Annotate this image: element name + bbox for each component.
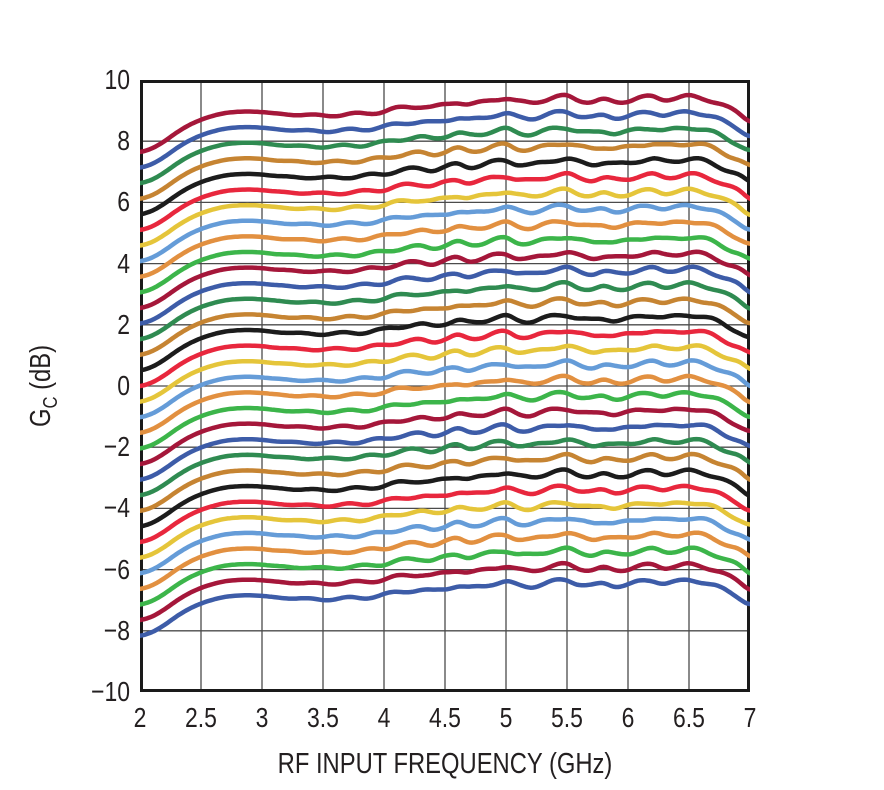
gain-curve — [140, 92, 750, 155]
y-tick-label: −10 — [91, 676, 130, 707]
y-tick-label: 8 — [117, 125, 130, 157]
y-axis-title-unit: (dB) — [25, 344, 58, 390]
y-tick-label: 4 — [117, 247, 130, 279]
gain-curve — [140, 451, 750, 514]
gain-curve — [140, 530, 750, 592]
gain-curve — [140, 577, 750, 638]
y-tick-label: 2 — [117, 308, 130, 340]
y-tick-label: 6 — [117, 186, 130, 218]
gain-curve — [140, 234, 750, 295]
x-tick-label: 3.5 — [307, 702, 339, 733]
gain-curve — [140, 249, 750, 311]
gain-curve — [140, 328, 750, 389]
y-tick-label: −4 — [103, 492, 130, 524]
x-tick-label: 3 — [255, 702, 269, 733]
gain-curve — [140, 422, 750, 482]
x-tick-label: 5.5 — [551, 702, 583, 733]
gain-curve — [140, 358, 750, 420]
gain-curve — [140, 483, 750, 545]
gain-curve — [140, 515, 750, 576]
y-axis-title-subscript: C — [39, 396, 62, 409]
gain-curve — [140, 108, 750, 170]
gain-curve — [140, 264, 750, 326]
gain-curve — [140, 186, 750, 248]
x-tick-label: 2.5 — [185, 702, 217, 733]
x-tick-label: 5 — [499, 702, 513, 733]
gain-curve — [140, 389, 750, 451]
gain-curve — [140, 312, 750, 373]
gain-curves-plot — [140, 80, 750, 692]
gain-curve — [140, 343, 750, 404]
x-tick-label: 2 — [133, 702, 147, 733]
gain-curve — [140, 202, 750, 264]
x-tick-label: 6.5 — [673, 702, 705, 733]
x-tick-label: 4 — [377, 702, 391, 733]
x-tick-label: 4.5 — [429, 702, 461, 733]
gain-curve — [140, 125, 750, 186]
x-axis-title: RF INPUT FREQUENCY (GHz) — [277, 748, 613, 780]
gain-curve — [140, 279, 750, 342]
y-axis-title-symbol: G — [25, 408, 58, 428]
gain-curve — [140, 406, 750, 467]
gain-curve — [140, 545, 750, 607]
x-tick-label: 6 — [621, 702, 635, 733]
gain-curve — [140, 500, 750, 560]
y-tick-label: 0 — [117, 370, 130, 401]
gain-curve — [140, 373, 750, 436]
gain-curve — [140, 296, 750, 358]
gain-curve — [140, 219, 750, 280]
gain-curve — [140, 467, 750, 529]
x-tick-label: 7 — [743, 702, 757, 733]
gain-curve — [140, 170, 750, 233]
y-tick-label: −8 — [103, 614, 130, 646]
gain-curve — [140, 141, 750, 201]
y-tick-label: −6 — [103, 553, 130, 585]
gain-curve — [140, 560, 750, 623]
y-axis-title: GC (dB) — [25, 345, 63, 427]
gain-curve — [140, 155, 750, 217]
y-tick-label: −2 — [103, 431, 130, 463]
y-tick-label: 10 — [104, 64, 130, 95]
gain-curve — [140, 436, 750, 498]
